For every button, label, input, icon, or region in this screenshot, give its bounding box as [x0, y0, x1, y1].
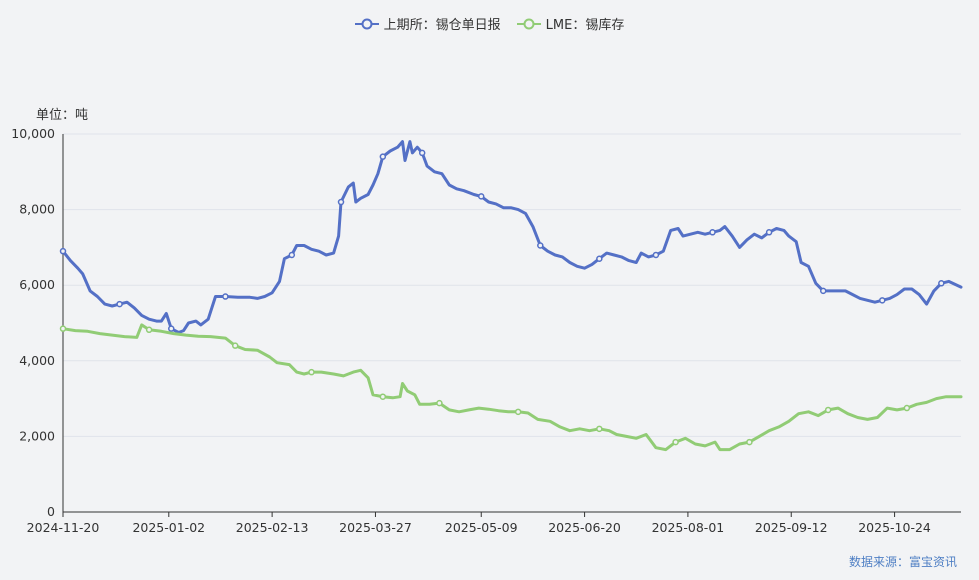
legend-item-shfe[interactable]: 上期所：锡仓单日报 — [354, 14, 501, 33]
x-tick-label: 2025-08-01 — [652, 520, 725, 535]
legend-label-shfe: 上期所：锡仓单日报 — [383, 18, 501, 33]
x-tick-label: 2025-06-20 — [548, 520, 621, 535]
x-tick-label: 2025-09-12 — [755, 520, 828, 535]
chart-legend: 上期所：锡仓单日报 LME：锡库存 — [0, 14, 979, 33]
legend-line-marker-icon — [516, 18, 541, 29]
data-point-shfe — [938, 280, 945, 287]
data-point-lme — [59, 325, 67, 332]
data-point-shfe — [477, 193, 485, 200]
y-tick-label: 8,000 — [19, 202, 55, 217]
data-point-shfe — [819, 287, 827, 295]
data-point-lme — [308, 368, 315, 376]
data-point-lme — [379, 393, 387, 400]
data-point-shfe — [765, 229, 773, 236]
y-tick-label: 6,000 — [19, 277, 55, 292]
legend-label-lme: LME：锡库存 — [545, 18, 625, 33]
y-tick-label: 2,000 — [19, 428, 55, 443]
data-point-lme — [436, 399, 443, 407]
data-point-lme — [145, 326, 153, 334]
data-point-lme — [903, 404, 911, 412]
data-point-lme — [596, 425, 603, 433]
series-line-lme — [61, 323, 963, 452]
data-point-shfe — [222, 293, 229, 300]
data-point-shfe — [168, 325, 175, 332]
data-point-shfe — [59, 247, 67, 255]
x-tick-label: 2025-02-13 — [236, 520, 309, 535]
x-tick-label: 2025-05-09 — [445, 520, 518, 535]
data-point-shfe — [537, 242, 544, 249]
data-point-shfe — [337, 198, 345, 206]
data-point-shfe — [418, 149, 426, 157]
data-point-shfe — [652, 251, 660, 259]
data-point-shfe — [879, 297, 886, 304]
data-point-shfe — [596, 255, 603, 262]
data-point-lme — [672, 438, 679, 446]
data-point-lme — [824, 406, 832, 414]
y-tick-label: 0 — [47, 504, 55, 519]
data-point-shfe — [288, 251, 296, 259]
data-point-shfe — [379, 153, 387, 160]
x-tick-label: 2024-11-20 — [27, 520, 100, 535]
x-tick-label: 2025-03-27 — [339, 520, 412, 535]
legend-line-marker-icon — [354, 18, 379, 29]
data-point-shfe — [116, 300, 123, 308]
series-line-shfe — [61, 140, 963, 334]
data-point-lme — [231, 342, 239, 349]
y-tick-label: 10,000 — [11, 126, 55, 141]
x-tick-label: 2025-10-24 — [858, 520, 931, 535]
data-point-shfe — [709, 229, 716, 236]
x-tick-label: 2025-01-02 — [132, 520, 205, 535]
y-tick-label: 4,000 — [19, 353, 55, 368]
legend-item-lme[interactable]: LME：锡库存 — [516, 14, 625, 33]
data-point-lme — [514, 408, 522, 416]
y-axis-unit-label: 单位：吨 — [36, 108, 89, 123]
data-source-label: 数据来源：富宝资讯 — [848, 555, 957, 569]
data-point-lme — [746, 438, 753, 446]
